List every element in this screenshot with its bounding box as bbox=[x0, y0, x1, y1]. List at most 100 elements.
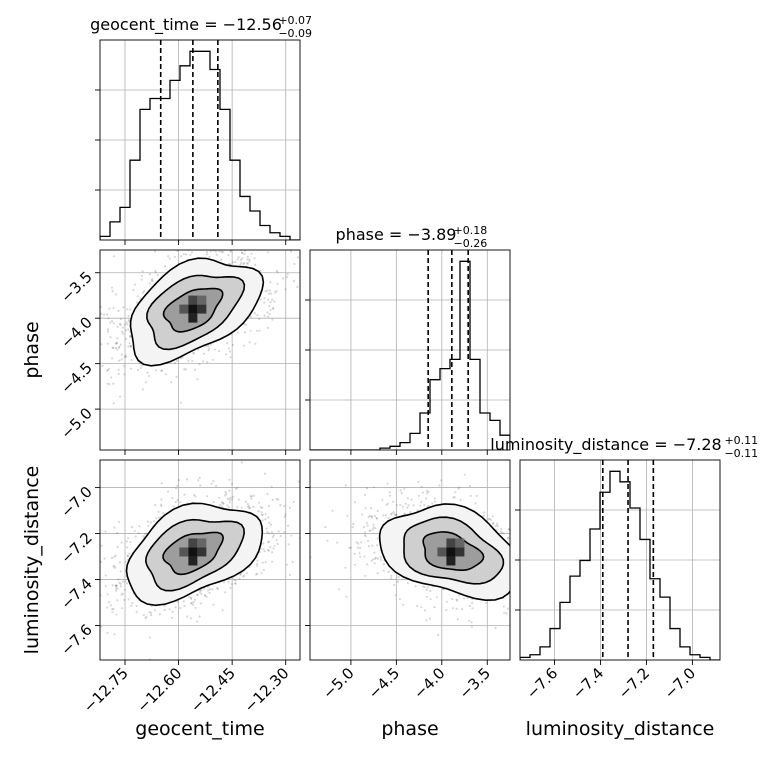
scatter-point bbox=[279, 535, 282, 538]
scatter-point bbox=[324, 526, 327, 529]
scatter-point bbox=[454, 491, 457, 494]
scatter-point bbox=[120, 541, 123, 544]
scatter-point bbox=[416, 509, 419, 512]
scatter-point bbox=[362, 526, 366, 529]
scatter-point bbox=[471, 601, 474, 605]
scatter-point bbox=[127, 328, 130, 331]
scatter-point bbox=[374, 557, 377, 560]
scatter-point bbox=[255, 329, 258, 332]
scatter-point bbox=[116, 325, 119, 328]
scatter-point bbox=[124, 323, 127, 326]
density-cell bbox=[188, 304, 198, 314]
scatter-point bbox=[431, 502, 434, 505]
title-plus-error: +0.11 bbox=[724, 434, 758, 447]
scatter-point bbox=[222, 502, 225, 505]
scatter-point bbox=[261, 561, 264, 564]
scatter-point bbox=[243, 262, 246, 265]
scatter-point bbox=[529, 565, 531, 567]
scatter-point bbox=[116, 545, 119, 549]
scatter-point bbox=[250, 497, 253, 500]
scatter-point bbox=[528, 574, 530, 576]
scatter-point bbox=[368, 529, 371, 532]
scatter-point bbox=[254, 263, 257, 267]
scatter-point bbox=[226, 342, 229, 345]
density-cell bbox=[455, 538, 465, 548]
scatter-point bbox=[227, 581, 230, 584]
scatter-point bbox=[208, 588, 211, 591]
scatter-point bbox=[384, 514, 387, 517]
scatter-point bbox=[221, 505, 224, 508]
density-cell bbox=[188, 556, 198, 566]
scatter-point bbox=[457, 487, 460, 490]
scatter-point bbox=[243, 331, 246, 334]
scatter-point bbox=[138, 525, 141, 528]
scatter-point bbox=[541, 574, 543, 576]
scatter-point bbox=[160, 498, 163, 501]
scatter-point bbox=[512, 590, 514, 592]
scatter-point bbox=[212, 603, 215, 606]
scatter-point bbox=[248, 341, 251, 344]
scatter-point bbox=[263, 472, 266, 475]
scatter-point bbox=[190, 242, 192, 244]
scatter-point bbox=[256, 314, 259, 317]
density-cell bbox=[197, 295, 207, 305]
scatter-point bbox=[363, 555, 366, 558]
density-cell bbox=[197, 547, 207, 557]
scatter-point bbox=[260, 511, 263, 514]
scatter-point bbox=[189, 617, 192, 620]
scatter-point bbox=[255, 573, 258, 576]
scatter-point bbox=[126, 308, 129, 311]
scatter-point bbox=[373, 514, 377, 518]
scatter-point bbox=[116, 531, 119, 535]
scatter-point bbox=[491, 515, 494, 518]
scatter-point bbox=[267, 251, 270, 254]
scatter-point bbox=[360, 541, 363, 544]
scatter-point bbox=[211, 358, 214, 361]
scatter-point bbox=[220, 258, 223, 261]
scatter-point bbox=[113, 555, 116, 558]
scatter-point bbox=[521, 567, 523, 569]
x-tick-label: −5.0 bbox=[319, 664, 357, 702]
scatter-point bbox=[322, 521, 324, 523]
scatter-point bbox=[511, 559, 513, 561]
scatter-point bbox=[124, 560, 127, 563]
scatter-point bbox=[239, 258, 243, 261]
scatter-point bbox=[406, 582, 409, 585]
scatter-point bbox=[426, 492, 429, 495]
scatter-point bbox=[376, 557, 380, 560]
density-cell bbox=[446, 547, 456, 557]
scatter-point bbox=[112, 607, 115, 611]
scatter-point bbox=[135, 604, 138, 607]
scatter-point bbox=[127, 319, 130, 322]
scatter-point bbox=[381, 498, 384, 501]
scatter-point bbox=[421, 491, 424, 494]
scatter-point bbox=[471, 607, 474, 610]
scatter-point bbox=[261, 519, 264, 522]
scatter-point bbox=[426, 504, 429, 508]
scatter-point bbox=[379, 556, 382, 559]
scatter-point bbox=[390, 574, 393, 578]
scatter-point bbox=[241, 575, 245, 578]
scatter-point bbox=[150, 279, 153, 282]
scatter-point bbox=[111, 346, 114, 349]
scatter-point bbox=[103, 313, 106, 316]
scatter-point bbox=[533, 550, 535, 552]
scatter-point bbox=[190, 602, 193, 605]
scatter-point bbox=[264, 513, 267, 516]
scatter-point bbox=[174, 501, 177, 504]
x-tick-label: −7.0 bbox=[661, 664, 699, 702]
scatter-point bbox=[252, 505, 255, 508]
scatter-point bbox=[366, 539, 370, 542]
panel-frame bbox=[309, 459, 511, 661]
scatter-point bbox=[144, 532, 147, 536]
hist-panel-geocent_time: geocent_time = −12.56+0.07−0.09 bbox=[90, 14, 312, 245]
scatter-point bbox=[386, 482, 389, 485]
scatter-point bbox=[265, 527, 268, 530]
scatter-point bbox=[230, 582, 233, 586]
scatter-point bbox=[210, 482, 213, 485]
scatter-point bbox=[517, 551, 519, 553]
scatter-point bbox=[135, 610, 138, 613]
scatter-point bbox=[74, 563, 76, 565]
scatter-point bbox=[282, 277, 285, 280]
scatter-point bbox=[224, 591, 227, 594]
